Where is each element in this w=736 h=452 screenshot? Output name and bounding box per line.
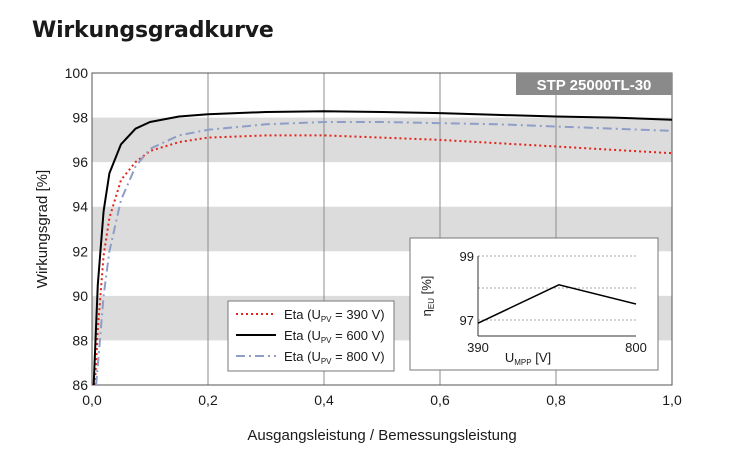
inset-series-line [477,284,637,324]
y-tick-label: 94 [72,199,88,215]
y-tick-label: 86 [72,377,88,393]
x-axis-label: Ausgangsleistung / Bemessungsleistung [247,427,516,444]
x-tick-label: 0,0 [82,392,102,408]
x-tick-label: 0,4 [314,392,334,408]
legend-label-1: Eta (UPV = 390 V) [284,307,385,324]
y-tick-label: 92 [72,243,88,259]
grid-band [92,117,672,163]
inset-frame [409,237,659,371]
series-line-3 [95,121,673,386]
series-line-1 [93,134,673,386]
legend-label-2: Eta (UPV = 600 V) [284,328,385,345]
y-tick-label: 88 [72,332,88,348]
x-tick-label: 0,8 [546,392,566,408]
legend-label-3: Eta (UPV = 800 V) [284,349,385,366]
inset-x-tick-label: 800 [625,340,647,355]
inset-x-tick-label: 390 [467,340,489,355]
model-badge [516,73,672,95]
plot-frame [91,72,673,386]
efficiency-curves [92,110,673,386]
legend: Eta (UPV = 390 V) Eta (UPV = 600 V) Eta (U… [227,300,395,372]
inset-x-label: UMPP [V] [505,350,551,367]
y-tick-label: 90 [72,288,88,304]
inset-y-tick-label: 97 [460,313,474,328]
series-line-2 [92,110,673,386]
y-tick-label: 98 [72,110,88,126]
x-tick-label: 0,2 [198,392,218,408]
inset-y-tick-label: 99 [460,249,474,264]
x-tick-label: 0,6 [430,392,450,408]
tick-labels: 0,0 0,2 0,4 0,6 0,8 1,0 86 88 90 92 94 96 98 100 [65,65,682,408]
inset-y-label: ηEU [%] [419,276,436,317]
y-tick-label: 96 [72,154,88,170]
chart-title: Wirkungsgradkurve [32,18,274,43]
inset-chart: 97 99 390 800 UMPP [V] ηEU [%] [409,237,659,371]
x-tick-label: 1,0 [662,392,682,408]
y-axis-label: Wirkungsgrad [%] [34,170,51,288]
model-badge-label: STP 25000TL-30 [537,77,652,94]
y-tick-label: 100 [65,65,89,81]
